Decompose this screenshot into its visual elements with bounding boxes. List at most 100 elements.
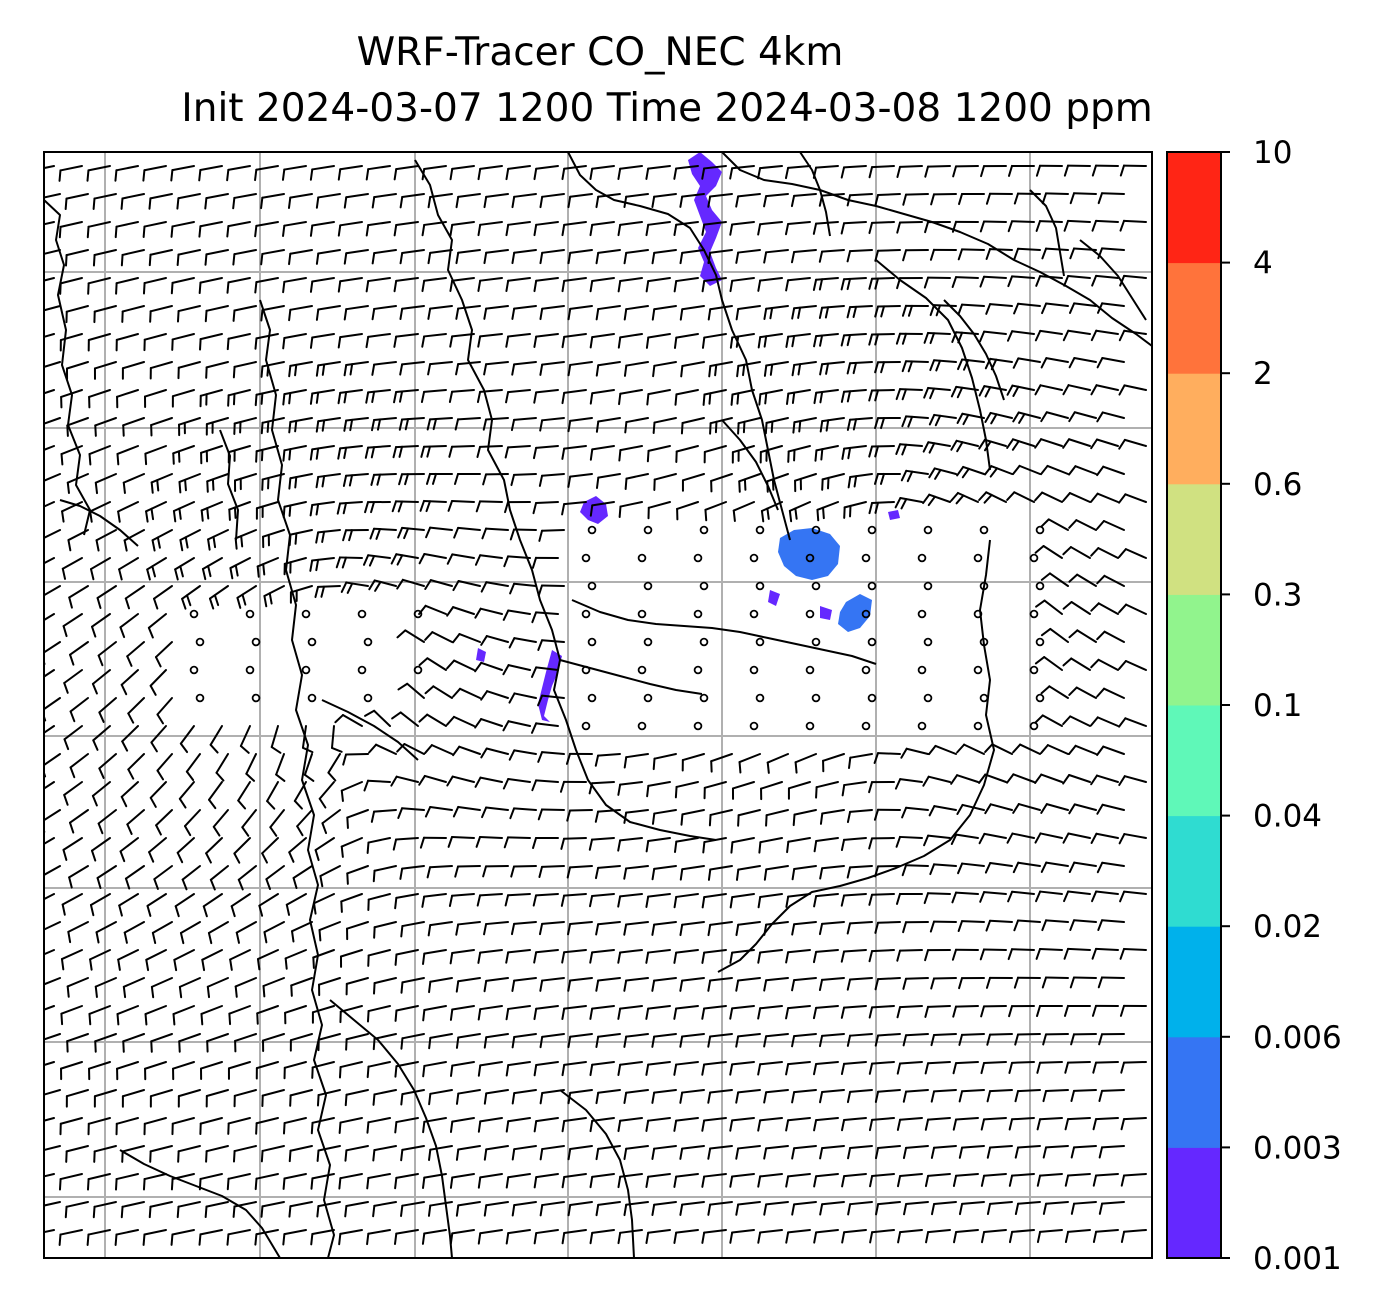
wind-barb (896, 165, 923, 178)
wind-barb (232, 249, 257, 266)
wind-barb (255, 501, 279, 520)
wind-barb (171, 333, 195, 351)
wind-barb (262, 529, 285, 549)
wind-barb (757, 165, 783, 180)
wind-barb (764, 417, 789, 435)
wind-barb (369, 527, 397, 540)
wind-barb (256, 557, 279, 578)
wind-barb (427, 305, 453, 320)
wind-barb (816, 501, 839, 522)
calm-wind-marker (923, 637, 933, 647)
wind-barb (144, 445, 167, 466)
wind-barb (759, 445, 783, 464)
wind-barb (679, 193, 705, 208)
wind-barb (1096, 520, 1125, 531)
wind-barb (419, 499, 447, 513)
wind-barb (840, 389, 867, 403)
calm-wind-marker (587, 637, 597, 647)
wind-barb (475, 500, 503, 513)
calm-wind-marker (811, 525, 821, 535)
colorbar-tick-label: 0.3 (1253, 577, 1302, 613)
wind-barb (176, 193, 201, 210)
wind-barb (146, 557, 167, 581)
wind-barb (813, 333, 839, 348)
wind-barb (201, 557, 223, 581)
coastline-segment (559, 1089, 635, 1258)
calm-wind-marker (973, 553, 983, 563)
wind-barb (707, 305, 733, 321)
tracer-patch (476, 648, 486, 662)
wind-barb (984, 465, 1013, 478)
wind-barb (365, 165, 391, 181)
wind-barb (66, 417, 89, 437)
wind-barb (69, 697, 89, 723)
wind-barb (397, 526, 425, 540)
wind-barb (539, 193, 565, 209)
wind-barb (737, 417, 761, 435)
wind-barb (446, 659, 475, 671)
wind-barb (254, 165, 279, 182)
wind-barb (653, 473, 677, 491)
wind-barb (58, 165, 83, 182)
wind-barb (561, 221, 587, 237)
wind-barb (205, 361, 229, 379)
coastline-segment (59, 499, 139, 547)
wind-barb (561, 389, 587, 405)
wind-barb (511, 249, 537, 265)
wind-barb (477, 165, 503, 181)
wind-barb (979, 330, 1007, 343)
tracer-patch (768, 590, 780, 606)
wind-barb (731, 445, 755, 464)
calm-wind-marker (861, 553, 871, 563)
wind-barb (87, 277, 111, 295)
wind-barb (868, 165, 895, 179)
wind-barb (537, 584, 565, 597)
calm-wind-marker (1029, 609, 1039, 619)
wind-barb (794, 473, 817, 493)
wind-barb (561, 445, 587, 460)
wind-barb (505, 333, 531, 348)
wind-barb (532, 501, 559, 515)
wind-barb (170, 221, 195, 238)
wind-barb (896, 221, 923, 234)
wind-barb (392, 445, 419, 459)
wind-barb (289, 585, 313, 604)
wind-barb (116, 445, 139, 466)
wind-barb (505, 221, 531, 237)
wind-barb (701, 221, 727, 236)
wind-barb (561, 333, 587, 349)
wind-barb (255, 445, 279, 463)
wind-barb (868, 333, 895, 346)
wind-barb (652, 417, 677, 434)
wind-barb (260, 361, 285, 378)
wind-barb (44, 361, 61, 369)
wind-barb (533, 389, 559, 404)
wind-barb (1118, 329, 1147, 342)
wind-barb (813, 389, 839, 405)
calm-wind-marker (301, 665, 311, 675)
wind-barb (60, 445, 83, 466)
wind-barb (288, 473, 313, 490)
wind-barb (984, 357, 1013, 371)
wind-barb (895, 443, 923, 456)
wind-barb (198, 165, 223, 182)
calm-wind-marker (307, 637, 317, 647)
wind-barb (1034, 491, 1063, 503)
calm-wind-marker (189, 665, 199, 675)
wind-barb (198, 221, 223, 238)
wind-barb (449, 165, 475, 181)
wind-barb (482, 473, 509, 486)
wind-barb (481, 527, 509, 540)
wind-barb (895, 388, 923, 401)
coastline-segment (875, 259, 991, 471)
wind-barb (623, 249, 649, 265)
calm-wind-marker (251, 637, 261, 647)
wind-barb (651, 249, 677, 265)
wind-barb (533, 165, 559, 181)
wind-barb (424, 579, 453, 590)
wind-barb (985, 192, 1013, 205)
wind-barb (282, 333, 307, 350)
wind-barb (260, 193, 285, 210)
wind-barb (44, 473, 61, 482)
